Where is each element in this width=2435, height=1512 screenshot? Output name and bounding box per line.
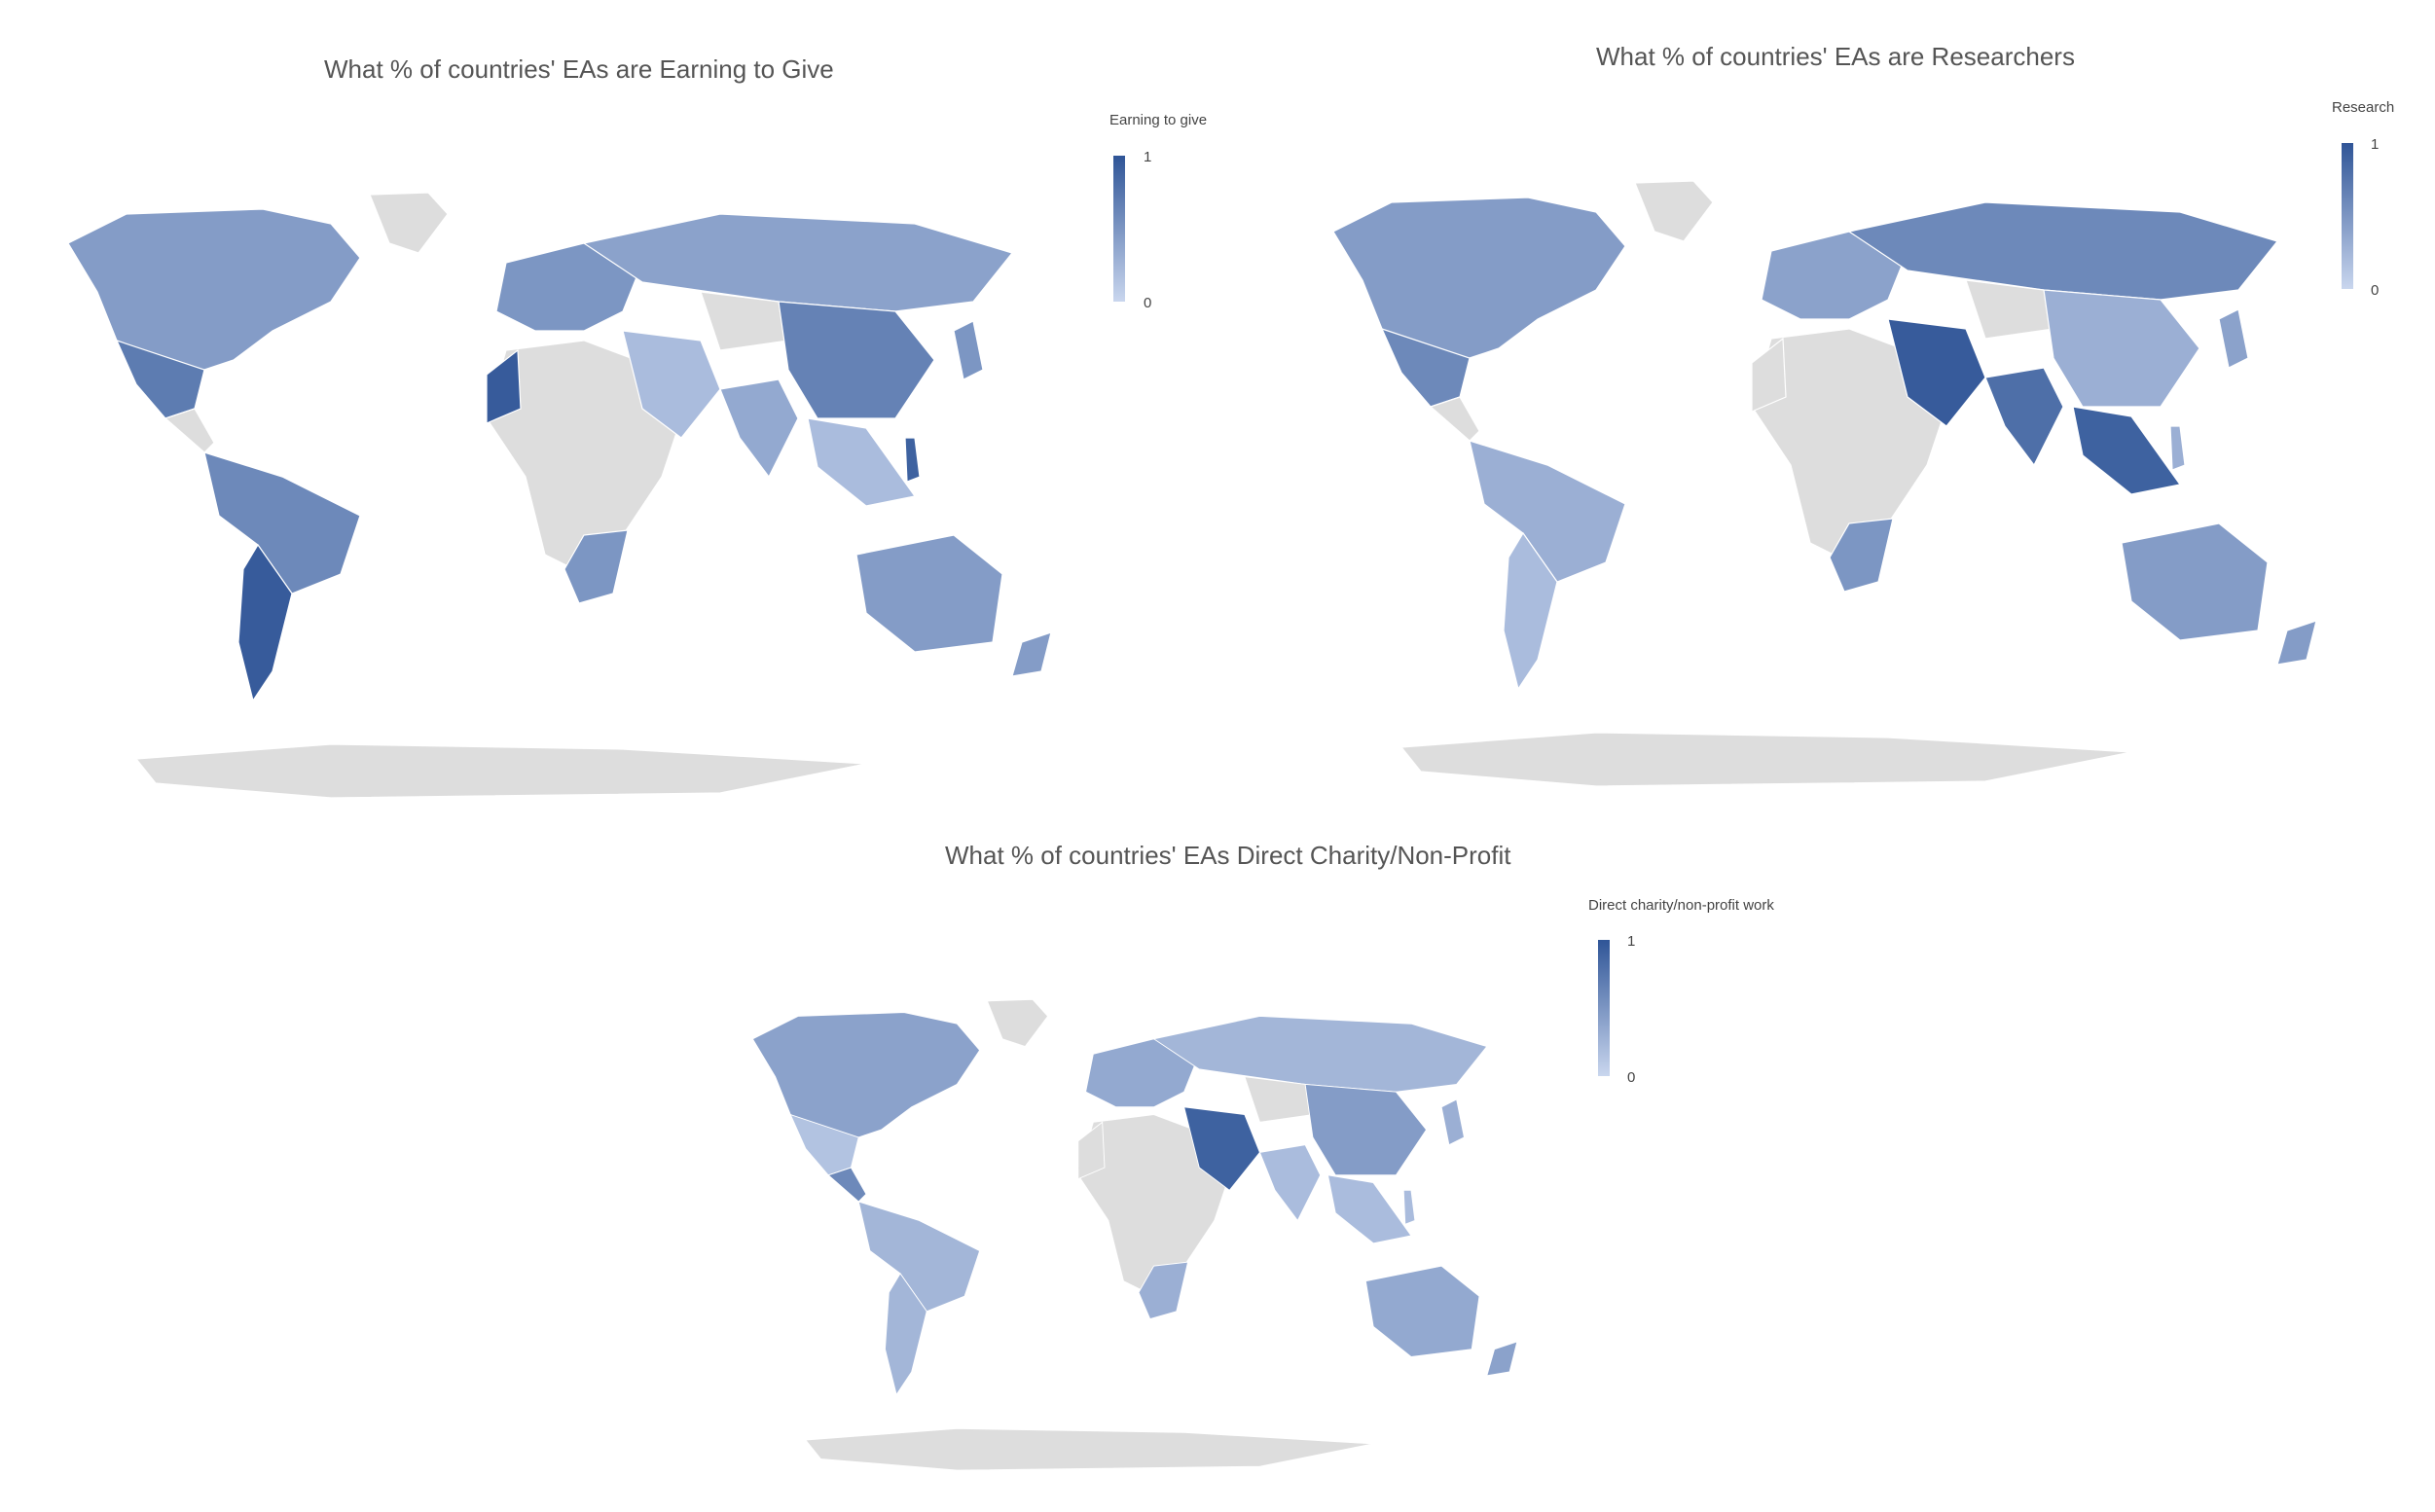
region-south-america (203, 451, 361, 594)
region-australia (2121, 522, 2269, 641)
region-india (1984, 367, 2064, 467)
map-title-research: What % of countries' EAs are Researchers (1596, 42, 2075, 71)
region-india (719, 378, 799, 479)
world-map-earning (67, 192, 1052, 799)
region-china (2043, 289, 2200, 408)
map-panel-earning: What % of countries' EAs are Earning to … (0, 0, 1265, 817)
legend-title-earning: Earning to give (1109, 112, 1208, 128)
region-southeast-asia (807, 417, 917, 507)
region-south-america (857, 1201, 981, 1313)
region-southern-africa (1138, 1261, 1189, 1320)
region-antarctica (1399, 732, 2132, 787)
region-south-america (1469, 440, 1626, 583)
region-argentina (237, 543, 293, 702)
region-australia (1364, 1265, 1480, 1357)
legend-bar-research (2342, 143, 2353, 289)
region-greenland (986, 998, 1049, 1048)
region-russia (1152, 1015, 1488, 1093)
region-morocco (1751, 337, 1787, 413)
region-new-zealand (1011, 631, 1052, 677)
map-title-earning: What % of countries' EAs are Earning to … (324, 54, 834, 84)
region-north-america (1332, 197, 1626, 359)
world-map-research (1332, 180, 2317, 787)
legend-max-earning: 1 (1144, 149, 1152, 165)
region-philippines (904, 437, 921, 483)
region-central-america (164, 408, 215, 453)
region-philippines (1402, 1189, 1416, 1226)
region-central-asia (1244, 1076, 1314, 1123)
legend-min-earning: 0 (1144, 295, 1152, 311)
region-morocco (1077, 1121, 1106, 1180)
region-middle-east (622, 330, 721, 439)
region-russia (582, 213, 1014, 312)
legend-title-research: Research (2332, 99, 2395, 116)
region-greenland (1634, 180, 1714, 242)
region-japan (2218, 308, 2249, 369)
world-map-charity (751, 998, 1518, 1471)
legend-max-charity: 1 (1627, 933, 1636, 950)
region-new-zealand (2276, 620, 2317, 666)
region-north-america (67, 208, 361, 371)
legend-min-research: 0 (2371, 282, 2380, 299)
map-title-charity: What % of countries' EAs Direct Charity/… (945, 841, 1511, 870)
region-central-asia (1965, 279, 2054, 340)
legend-min-charity: 0 (1627, 1069, 1636, 1086)
region-southern-africa (563, 529, 629, 604)
map-panel-charity: What % of countries' EAs Direct Charity/… (681, 817, 1849, 1512)
region-southern-africa (1829, 518, 1894, 593)
region-argentina (1503, 531, 1558, 691)
region-china (1304, 1083, 1428, 1176)
region-central-asia (700, 291, 789, 351)
region-india (1258, 1144, 1322, 1222)
region-central-america (827, 1167, 867, 1203)
region-central-america (1429, 396, 1480, 442)
region-southeast-asia (2072, 406, 2182, 495)
region-antarctica (134, 743, 867, 799)
region-southeast-asia (1327, 1174, 1412, 1244)
region-middle-east (1183, 1106, 1260, 1191)
region-japan (953, 320, 984, 380)
legend-title-charity: Direct charity/non-profit work (1588, 897, 1774, 914)
legend-bar-earning (1113, 156, 1125, 302)
region-antarctica (804, 1427, 1374, 1471)
region-greenland (369, 192, 449, 254)
region-russia (1847, 201, 2279, 301)
region-china (778, 301, 935, 419)
region-north-america (751, 1012, 981, 1138)
map-panel-research: What % of countries' EAs are Researchers… (1265, 0, 2435, 817)
region-morocco (486, 348, 522, 424)
region-japan (1440, 1098, 1465, 1146)
region-middle-east (1887, 318, 1986, 427)
legend-bar-charity (1598, 940, 1610, 1076)
region-philippines (2169, 425, 2186, 471)
region-argentina (884, 1273, 927, 1396)
region-australia (855, 534, 1003, 653)
legend-max-research: 1 (2371, 136, 2380, 153)
region-new-zealand (1486, 1341, 1518, 1377)
